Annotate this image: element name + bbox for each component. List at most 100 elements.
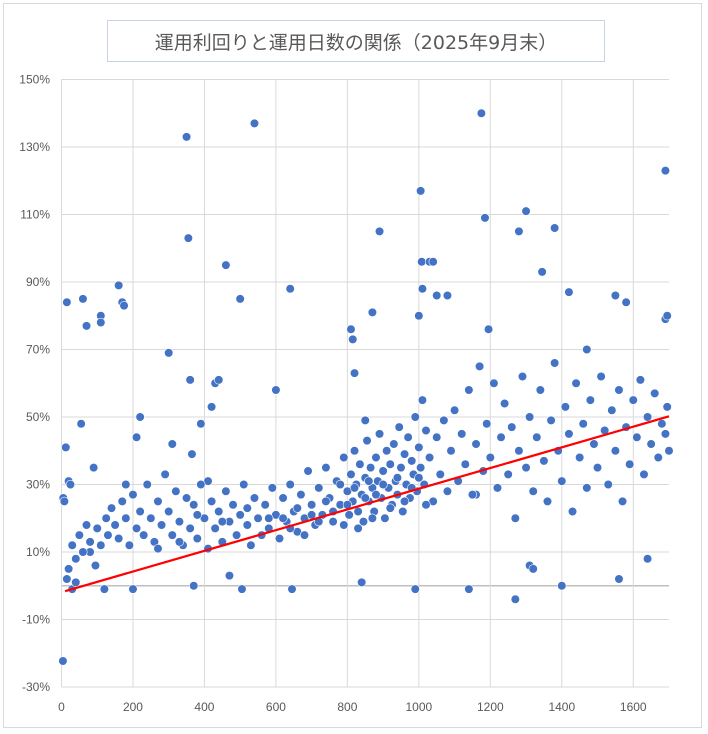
data-point: [460, 459, 470, 469]
data-point: [528, 564, 538, 574]
data-point: [210, 523, 220, 533]
data-point: [639, 469, 649, 479]
data-point: [362, 436, 372, 446]
y-tick-label: 110%: [20, 208, 50, 222]
data-point: [321, 496, 331, 506]
data-point: [285, 284, 295, 294]
data-point: [589, 439, 599, 449]
data-point: [642, 412, 653, 422]
data-point: [235, 510, 245, 520]
data-point: [464, 584, 474, 594]
data-point: [653, 452, 663, 463]
data-point: [546, 415, 556, 425]
data-points: [58, 108, 674, 666]
data-point: [525, 412, 535, 422]
data-point: [507, 422, 517, 432]
data-point: [271, 385, 281, 395]
data-point: [532, 432, 542, 442]
data-point: [78, 547, 88, 557]
data-point: [366, 463, 376, 473]
data-point: [78, 294, 88, 304]
data-point: [517, 371, 528, 382]
data-point: [117, 496, 127, 506]
data-point: [416, 463, 426, 473]
data-point: [432, 290, 442, 301]
y-tick-label: 30%: [26, 478, 50, 492]
data-point: [242, 503, 252, 513]
data-point: [560, 402, 570, 412]
data-point: [146, 513, 156, 523]
data-point: [476, 108, 486, 118]
data-point: [187, 449, 197, 459]
data-point: [174, 537, 185, 547]
data-point: [96, 540, 106, 550]
data-point: [67, 540, 77, 550]
data-point: [221, 260, 231, 270]
data-point: [339, 452, 349, 463]
data-point: [625, 459, 635, 469]
data-point: [353, 506, 363, 517]
y-tick-label: -30%: [22, 680, 50, 694]
data-point: [610, 446, 620, 456]
data-point: [121, 513, 131, 523]
data-point: [550, 223, 560, 233]
data-point: [603, 479, 613, 490]
data-point: [135, 506, 145, 517]
data-point: [206, 496, 217, 506]
data-point: [192, 533, 202, 544]
data-point: [657, 419, 667, 429]
data-point: [153, 496, 163, 506]
data-point: [346, 469, 356, 479]
data-point: [442, 486, 453, 496]
data-point: [296, 490, 306, 500]
data-point: [539, 456, 549, 466]
data-point: [171, 486, 181, 496]
data-point: [346, 324, 356, 334]
data-point: [267, 483, 277, 493]
data-point: [467, 490, 478, 500]
data-point: [214, 506, 224, 517]
data-point: [489, 378, 499, 388]
data-point: [62, 297, 72, 307]
data-point: [61, 442, 71, 452]
data-point: [62, 574, 72, 584]
data-point: [142, 479, 152, 490]
y-tick-label: 70%: [26, 343, 50, 357]
data-point: [510, 513, 520, 523]
data-point: [114, 533, 124, 544]
data-point: [394, 422, 404, 432]
data-point: [335, 479, 345, 490]
data-point: [575, 452, 585, 463]
gridlines: [61, 79, 669, 688]
data-point: [660, 429, 671, 439]
data-point: [500, 398, 510, 409]
data-point: [264, 513, 274, 523]
data-point: [414, 473, 424, 483]
data-point: [189, 500, 199, 510]
trendline: [64, 415, 670, 593]
data-point: [564, 287, 574, 297]
data-point: [550, 358, 560, 368]
x-tick-label: 200: [123, 700, 143, 714]
data-point: [557, 581, 567, 591]
data-point: [417, 257, 427, 267]
data-point: [121, 479, 131, 490]
data-point: [596, 371, 606, 382]
data-point: [167, 530, 177, 540]
data-point: [299, 530, 310, 540]
data-point: [119, 301, 129, 311]
data-point: [124, 540, 134, 550]
data-point: [349, 446, 360, 456]
data-point: [571, 378, 581, 388]
data-point: [328, 517, 338, 527]
data-point: [442, 290, 453, 301]
data-point: [131, 432, 142, 442]
data-point: [192, 510, 202, 520]
data-point: [239, 479, 249, 490]
data-point: [607, 405, 617, 415]
data-point: [128, 490, 138, 500]
chart-frame: [3, 3, 702, 728]
data-point: [664, 446, 674, 456]
data-point: [206, 402, 217, 412]
data-point: [221, 486, 231, 496]
